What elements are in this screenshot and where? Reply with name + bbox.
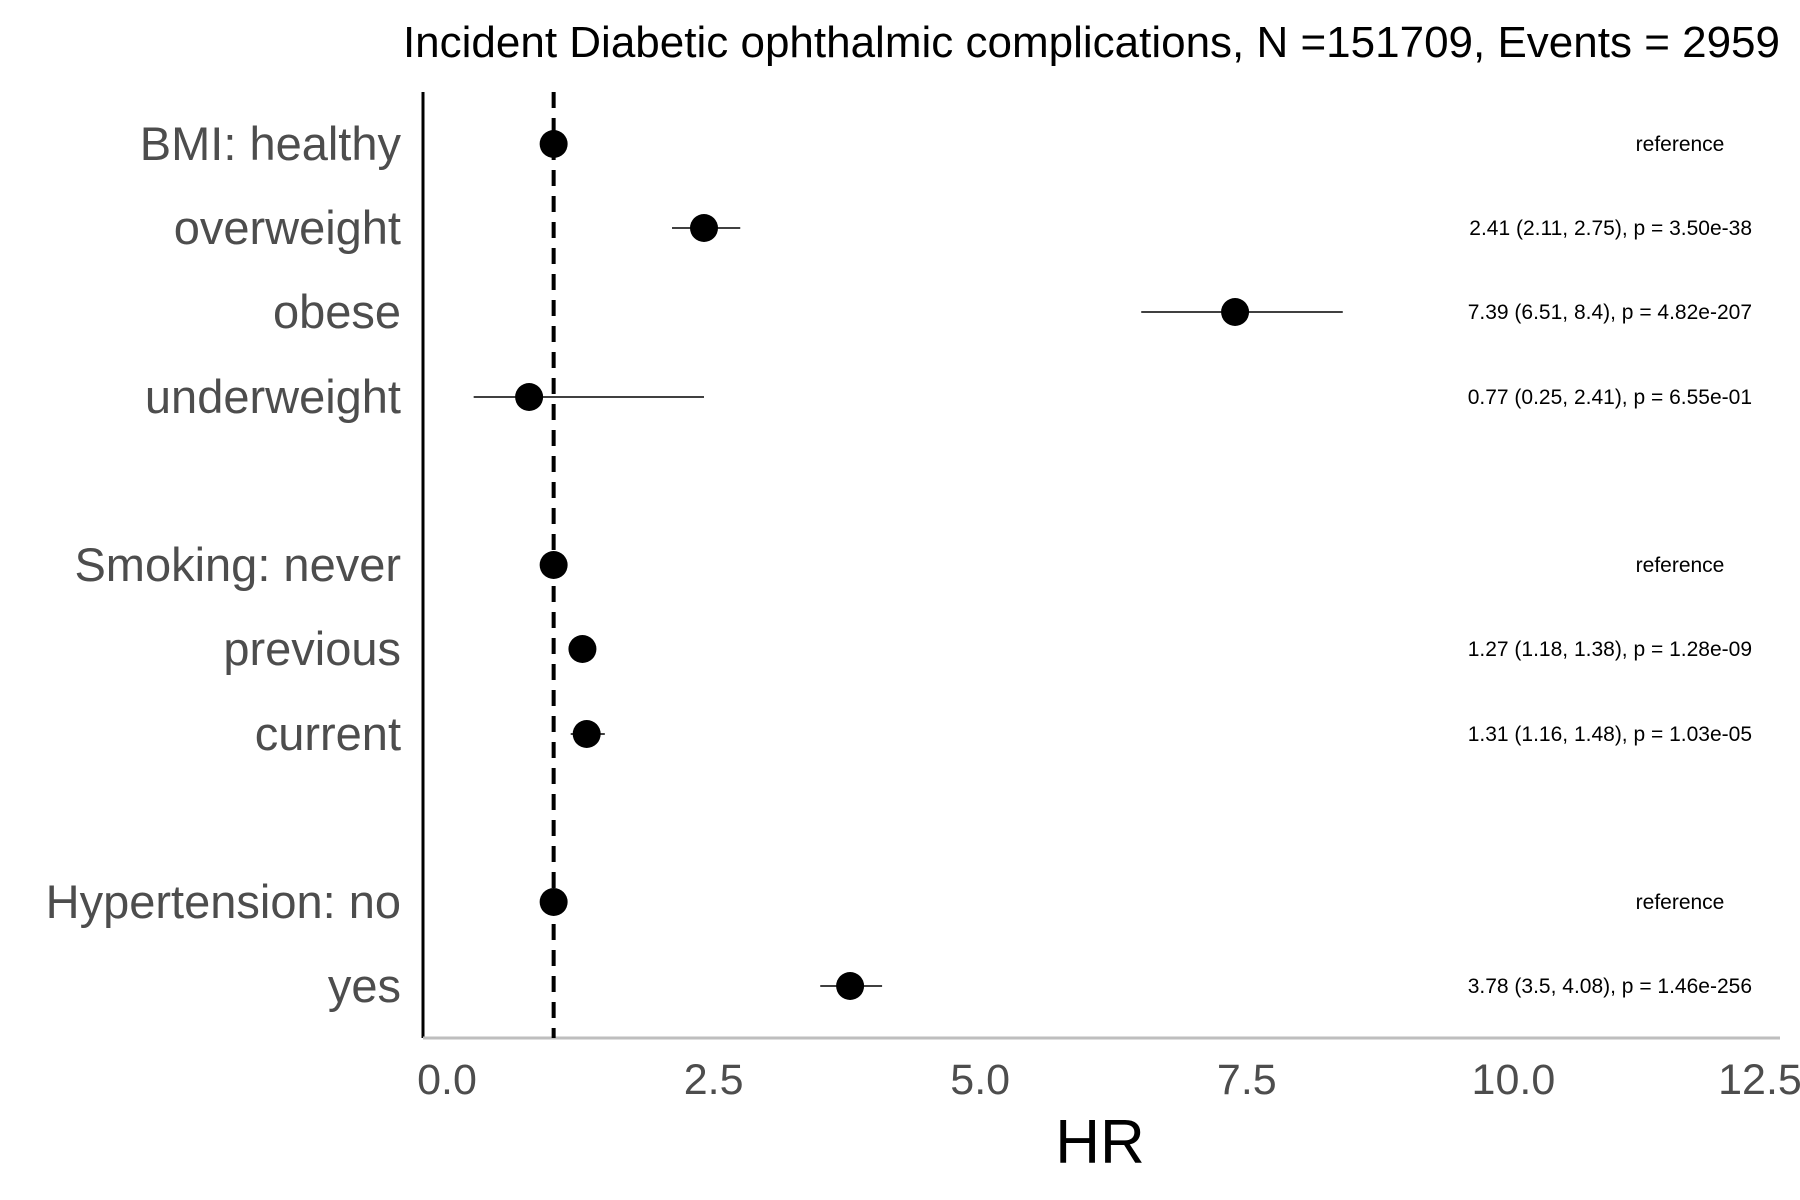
- row-label-0: BMI: healthy: [140, 117, 402, 170]
- row-annotation-2: 7.39 (6.51, 8.4), p = 4.82e-207: [1468, 301, 1752, 324]
- hr-point-1: [690, 214, 719, 242]
- chart-title: Incident Diabetic ophthalmic complicatio…: [403, 18, 1780, 67]
- row-annotation-8: 3.78 (3.5, 4.08), p = 1.46e-256: [1468, 975, 1752, 998]
- hr-point-5: [568, 635, 597, 663]
- x-tick-label-1: 2.5: [684, 1056, 744, 1104]
- x-tick-label-2: 5.0: [950, 1056, 1010, 1104]
- row-label-3: underweight: [145, 370, 401, 423]
- row-annotation-0: reference: [1636, 133, 1725, 156]
- row-label-4: Smoking: never: [74, 538, 401, 591]
- row-label-1: overweight: [174, 201, 401, 254]
- hr-point-4: [539, 551, 568, 579]
- row-label-6: current: [255, 707, 401, 760]
- row-annotation-5: 1.27 (1.18, 1.38), p = 1.28e-09: [1468, 638, 1752, 661]
- row-label-8: yes: [328, 959, 401, 1012]
- row-annotation-3: 0.77 (0.25, 2.41), p = 6.55e-01: [1468, 386, 1752, 409]
- hr-point-8: [836, 972, 865, 1000]
- hr-point-7: [539, 888, 568, 916]
- row-annotation-4: reference: [1636, 554, 1725, 577]
- hr-point-3: [515, 383, 544, 411]
- hr-point-2: [1221, 298, 1250, 326]
- x-tick-label-3: 7.5: [1217, 1056, 1277, 1104]
- hr-point-0: [539, 130, 568, 158]
- row-annotation-7: reference: [1636, 891, 1725, 914]
- row-annotation-1: 2.41 (2.11, 2.75), p = 3.50e-38: [1469, 217, 1752, 240]
- row-annotation-6: 1.31 (1.16, 1.48), p = 1.03e-05: [1468, 723, 1752, 746]
- row-label-2: obese: [273, 285, 401, 338]
- x-tick-label-4: 10.0: [1472, 1056, 1556, 1104]
- row-label-7: Hypertension: no: [46, 875, 401, 928]
- x-axis-label: HR: [1055, 1108, 1145, 1177]
- hr-point-6: [572, 720, 601, 748]
- x-tick-label-5: 12.5: [1718, 1056, 1800, 1104]
- x-tick-label-0: 0.0: [417, 1056, 477, 1104]
- row-label-5: previous: [223, 622, 401, 675]
